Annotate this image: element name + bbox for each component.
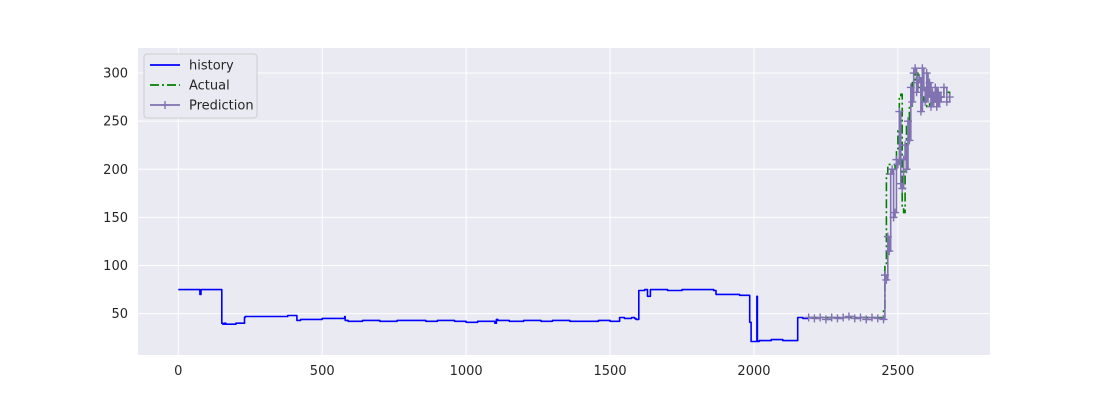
data-point-marker xyxy=(935,97,944,106)
data-point-marker xyxy=(816,313,825,322)
legend-label: history xyxy=(189,59,234,74)
legend-item-prediction: Prediction xyxy=(150,99,254,114)
series-prediction xyxy=(804,64,954,324)
data-point-marker xyxy=(909,69,918,78)
data-point-marker xyxy=(942,97,951,106)
data-point-marker xyxy=(886,170,895,179)
y-tick-label: 50 xyxy=(111,307,128,322)
data-point-marker xyxy=(903,117,912,126)
data-point-marker xyxy=(883,232,892,241)
data-point-marker xyxy=(895,107,904,116)
data-point-marker xyxy=(867,313,876,322)
legend: history Actual Prediction xyxy=(143,53,258,119)
data-point-marker xyxy=(919,83,928,92)
data-point-marker xyxy=(899,155,908,164)
legend-item-history: history xyxy=(150,59,234,74)
x-tick-label: 1000 xyxy=(450,364,483,379)
data-point-marker xyxy=(939,83,948,92)
legend-item-actual: Actual xyxy=(150,79,230,94)
data-point-marker xyxy=(911,64,920,73)
data-point-marker xyxy=(921,97,930,106)
data-point-marker xyxy=(916,107,925,116)
legend-label: Prediction xyxy=(189,99,254,114)
x-tick-label: 500 xyxy=(310,364,335,379)
data-point-marker xyxy=(934,88,943,97)
data-point-marker xyxy=(882,275,891,284)
legend-marker xyxy=(161,101,169,109)
series-history xyxy=(178,288,810,343)
legend-box xyxy=(143,53,258,119)
series-layer xyxy=(178,64,954,343)
data-point-marker xyxy=(879,315,888,324)
grid-lines xyxy=(138,48,990,355)
data-point-marker xyxy=(915,73,924,82)
x-axis-ticks: 0 500 1000 1500 2000 2500 xyxy=(174,364,914,379)
data-point-marker xyxy=(905,136,914,145)
data-point-marker xyxy=(850,314,859,323)
data-point-marker xyxy=(889,213,898,222)
data-point-marker xyxy=(893,160,902,169)
data-point-marker xyxy=(888,165,897,174)
data-point-marker xyxy=(892,155,901,164)
data-point-marker xyxy=(932,102,941,111)
data-point-marker xyxy=(873,314,882,323)
data-point-marker xyxy=(918,64,927,73)
data-point-marker xyxy=(827,313,836,322)
data-point-marker xyxy=(914,78,923,87)
data-point-marker xyxy=(821,315,830,324)
data-point-marker xyxy=(844,312,853,321)
data-point-marker xyxy=(839,313,848,322)
x-tick-label: 0 xyxy=(174,364,182,379)
data-point-marker xyxy=(856,313,865,322)
series-line-history xyxy=(178,288,810,343)
data-point-marker xyxy=(885,247,894,256)
data-point-marker xyxy=(922,69,931,78)
x-tick-label: 2500 xyxy=(881,364,914,379)
y-tick-label: 200 xyxy=(103,163,128,178)
data-point-marker xyxy=(937,93,946,102)
y-tick-label: 150 xyxy=(103,211,128,226)
plot-background xyxy=(138,48,990,355)
data-point-marker xyxy=(901,141,910,150)
legend-label: Actual xyxy=(189,79,230,94)
data-point-marker xyxy=(925,78,934,87)
data-point-marker xyxy=(931,83,940,92)
data-point-marker xyxy=(896,179,905,188)
data-point-marker xyxy=(912,88,921,97)
data-point-marker xyxy=(908,97,917,106)
data-point-marker xyxy=(862,315,871,324)
y-tick-label: 250 xyxy=(103,115,128,130)
x-tick-label: 2000 xyxy=(737,364,770,379)
data-point-marker xyxy=(945,93,954,102)
data-point-marker xyxy=(880,271,889,280)
data-point-marker xyxy=(898,184,907,193)
y-tick-label: 300 xyxy=(103,67,128,82)
x-tick-label: 1500 xyxy=(594,364,627,379)
data-point-marker xyxy=(902,165,911,174)
data-point-marker xyxy=(906,83,915,92)
data-point-marker xyxy=(833,314,842,323)
data-point-marker xyxy=(804,313,813,322)
data-point-marker xyxy=(810,314,819,323)
data-point-marker xyxy=(924,93,933,102)
data-point-marker xyxy=(891,208,900,217)
y-axis-ticks: 50 100 150 200 250 300 xyxy=(103,67,128,323)
y-tick-label: 100 xyxy=(103,259,128,274)
